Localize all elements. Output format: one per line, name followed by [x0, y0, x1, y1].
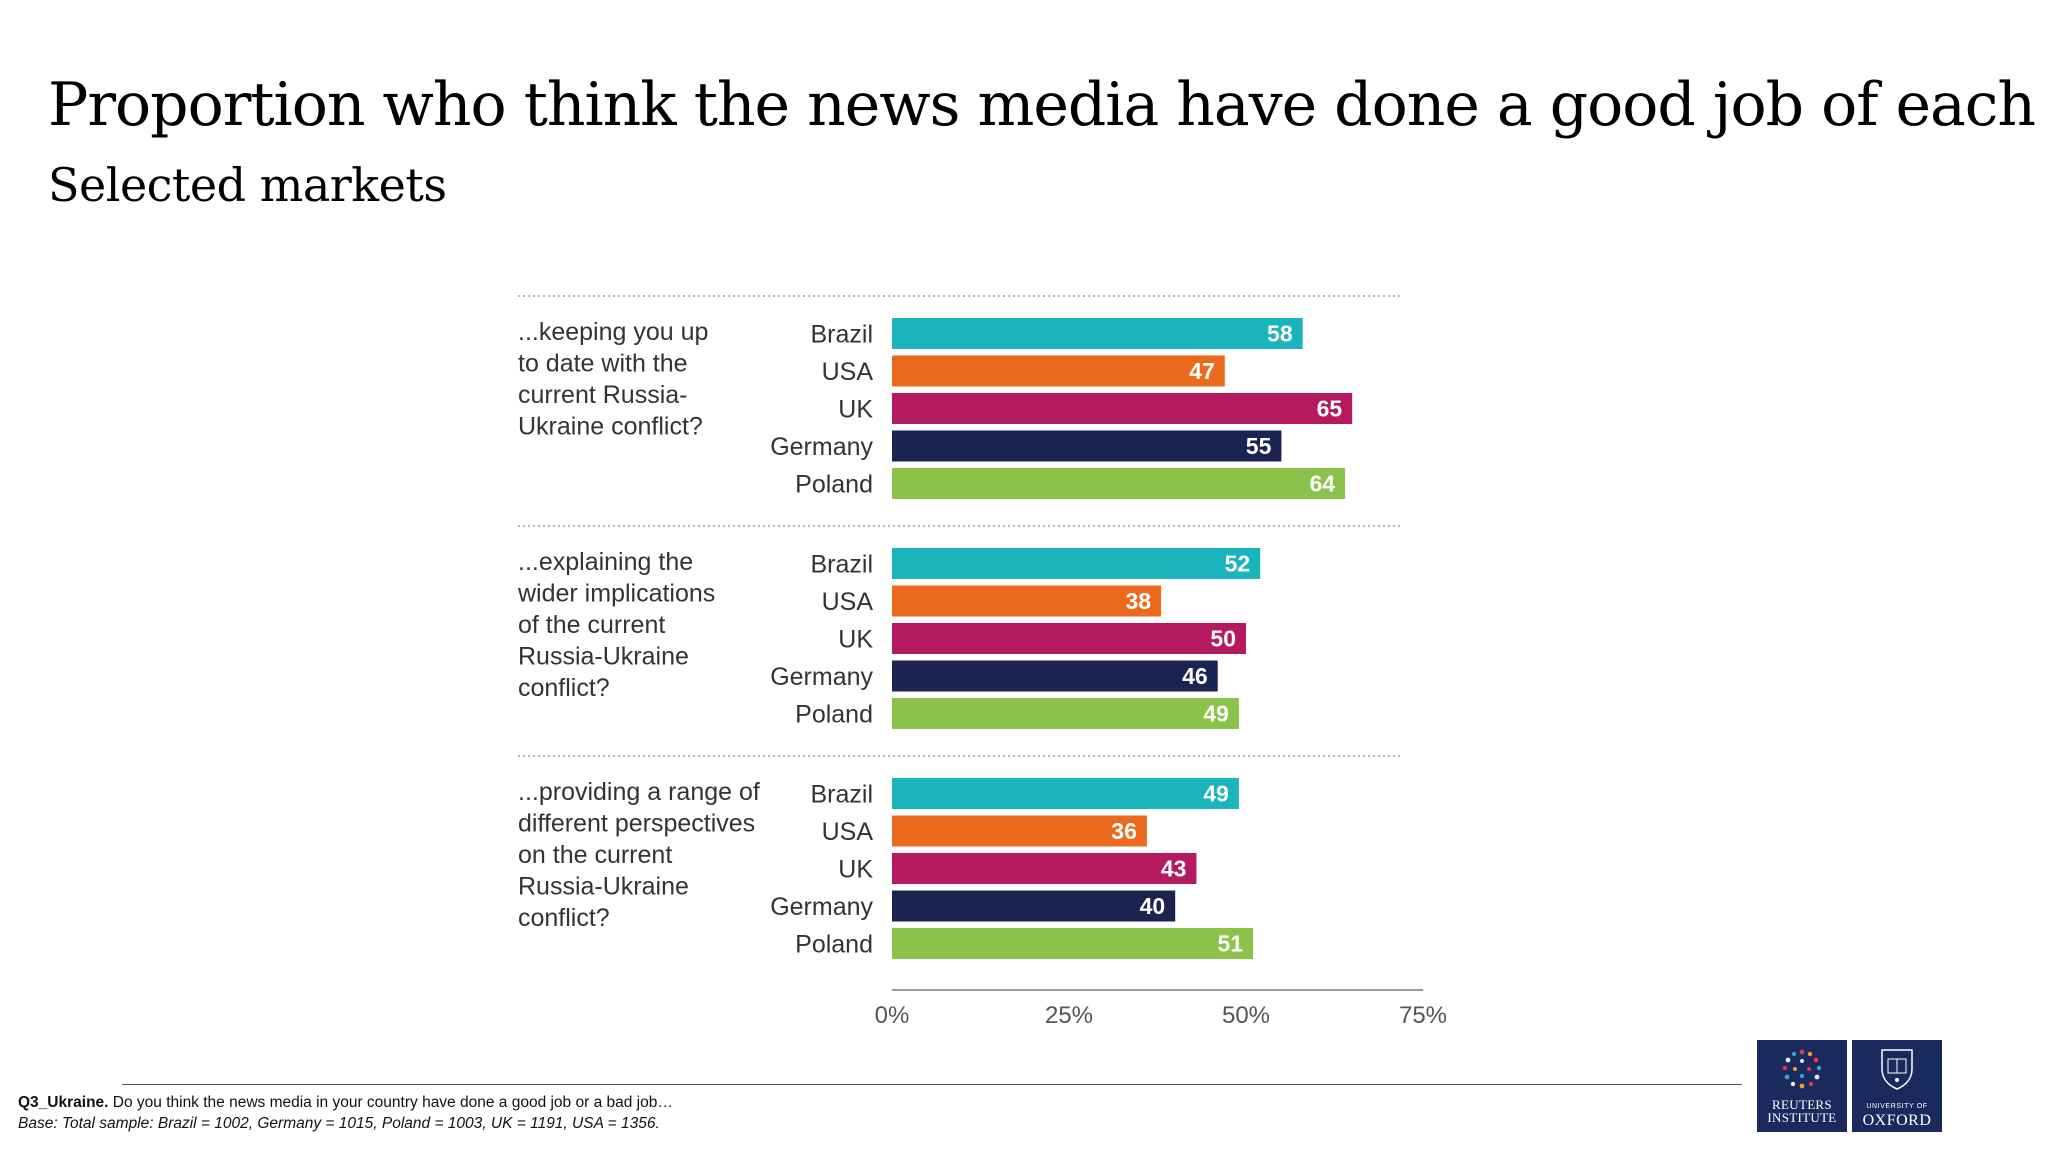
bar-value-label: 51: [1217, 931, 1243, 957]
bar: [892, 468, 1346, 499]
category-label: USA: [822, 818, 874, 846]
reuters-logo-text: REUTERS INSTITUTE: [1767, 1097, 1837, 1125]
category-label: UK: [838, 396, 873, 424]
group-label-line: ...explaining the: [518, 548, 693, 576]
group-label-line: to date with the: [518, 350, 688, 378]
bar-value-label: 46: [1182, 663, 1208, 689]
oxford-logo-text: OXFORD: [1862, 1112, 1932, 1129]
category-label: UK: [838, 626, 873, 654]
category-label: Germany: [770, 433, 873, 461]
group-label-line: on the current: [518, 841, 672, 869]
group-label-line: conflict?: [518, 674, 610, 702]
x-tick-label: 75%: [1399, 1002, 1447, 1029]
footnote-question: Do you think the news media in your coun…: [108, 1094, 673, 1111]
x-tick-label: 0%: [875, 1002, 910, 1029]
category-label: Poland: [795, 931, 873, 959]
bar-value-label: 36: [1111, 818, 1137, 844]
bar: [892, 928, 1254, 959]
group-label-line: wider implications: [517, 580, 715, 608]
x-tick-label: 50%: [1222, 1002, 1270, 1029]
category-label: Brazil: [810, 321, 873, 349]
bar: [892, 698, 1239, 729]
bar-value-label: 49: [1203, 781, 1229, 807]
bar-value-label: 52: [1225, 551, 1251, 577]
group-label-line: conflict?: [518, 904, 610, 932]
footnote-question-line: Q3_Ukraine. Do you think the news media …: [18, 1092, 673, 1113]
footnote-question-id: Q3_Ukraine.: [18, 1094, 109, 1111]
page-subtitle: Selected markets: [48, 158, 447, 212]
bar-value-label: 38: [1125, 588, 1151, 614]
bar: [892, 853, 1197, 884]
bar: [892, 585, 1162, 617]
footnote: Q3_Ukraine. Do you think the news media …: [18, 1092, 673, 1134]
category-label: Germany: [770, 663, 873, 691]
footer-divider: [122, 1084, 1742, 1085]
bar-chart: ...keeping you up to date with the current…: [517, 295, 1447, 1029]
group-label-line: Russia-Ukraine: [518, 643, 689, 671]
bar: [892, 778, 1239, 809]
group-label-line: current Russia-: [518, 381, 688, 409]
bar-value-label: 40: [1140, 893, 1166, 919]
bar: [892, 430, 1282, 462]
category-label: USA: [822, 588, 874, 616]
bar: [892, 318, 1303, 349]
bar-value-label: 65: [1317, 396, 1343, 422]
category-label: Brazil: [810, 551, 873, 579]
bar: [892, 548, 1261, 579]
bar: [892, 355, 1225, 387]
category-label: Brazil: [810, 781, 873, 809]
bar: [892, 623, 1246, 654]
oxford-university-logo: UNIVERSITY OF OXFORD: [1852, 1040, 1942, 1132]
bar: [892, 815, 1147, 847]
category-label: Poland: [795, 471, 873, 499]
reuters-dots-icon: [1782, 1049, 1822, 1089]
oxford-logo-small-text: UNIVERSITY OF: [1866, 1103, 1928, 1110]
group-label-line: ...providing a range of: [518, 778, 760, 806]
bar-value-label: 43: [1161, 856, 1187, 882]
x-tick-label: 25%: [1045, 1002, 1093, 1029]
category-label: USA: [822, 358, 874, 386]
bar-value-label: 64: [1310, 471, 1336, 497]
group-label-line: of the current: [518, 611, 665, 639]
bar-value-label: 49: [1203, 701, 1229, 727]
group-label-line: Russia-Ukraine: [518, 873, 689, 901]
footnote-base: Base: Total sample: Brazil = 1002, Germa…: [18, 1115, 660, 1132]
category-label: Poland: [795, 701, 873, 729]
bar-value-label: 55: [1246, 433, 1272, 459]
bar: [892, 660, 1218, 692]
page-title: Proportion who think the news media have…: [48, 70, 2036, 140]
group-label-line: ...keeping you up: [518, 318, 708, 346]
category-label: UK: [838, 856, 873, 884]
group-label-line: different perspectives: [518, 810, 755, 838]
category-label: Germany: [770, 893, 873, 921]
oxford-crest-icon: [1881, 1049, 1913, 1090]
bar-value-label: 47: [1189, 358, 1215, 384]
bar-value-label: 58: [1267, 321, 1293, 347]
bar: [892, 393, 1353, 424]
group-label-line: Ukraine conflict?: [518, 413, 703, 441]
bar-value-label: 50: [1210, 626, 1236, 652]
reuters-institute-logo: REUTERS INSTITUTE: [1757, 1040, 1847, 1132]
bar: [892, 890, 1176, 922]
